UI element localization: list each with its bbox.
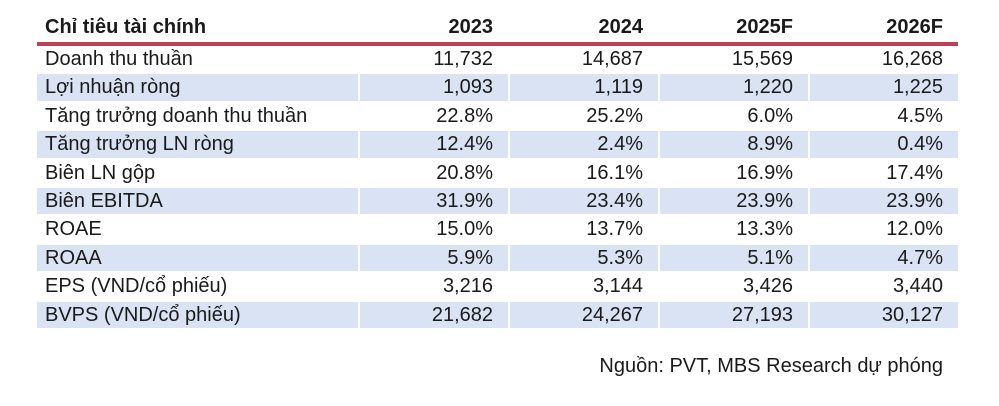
table-row: Tăng trưởng LN ròng 12.4% 2.4% 8.9% 0.4% [37,131,958,160]
cell-value: 3,144 [508,273,658,300]
cell-value: 1,220 [658,74,808,101]
table-row: Biên EBITDA 31.9% 23.4% 23.9% 23.9% [37,187,958,217]
table-row: EPS (VND/cổ phiếu) 3,216 3,144 3,426 3,4… [37,273,958,302]
cell-value: 16.9% [658,159,808,186]
cell-value: 1,093 [358,74,508,101]
table-row: Biên LN gộp 20.8% 16.1% 16.9% 17.4% [37,159,958,188]
cell-value: 0.4% [808,131,958,158]
cell-value: 5.9% [358,244,508,272]
column-header-metric: Chỉ tiêu tài chính [45,16,207,38]
cell-value: 16,268 [808,46,958,73]
cell-value: 1,119 [508,74,658,101]
table-row: Tăng trưởng doanh thu thuần 22.8% 25.2% … [37,102,958,132]
table-row: BVPS (VND/cổ phiếu) 21,682 24,267 27,193… [37,301,958,330]
cell-value: 30,127 [808,301,958,328]
cell-value: 31.9% [358,187,508,215]
cell-value: 25.2% [508,102,658,130]
row-label: EPS (VND/cổ phiếu) [45,275,228,298]
cell-value: 20.8% [358,159,508,186]
cell-value: 12.0% [808,216,958,243]
cell-value: 13.7% [508,216,658,243]
table-row: ROAA 5.9% 5.3% 5.1% 4.7% [37,244,958,274]
table-header-row: Chỉ tiêu tài chính 2023 2024 2025F 2026F [37,12,958,46]
row-label: Tăng trưởng doanh thu thuần [45,104,308,127]
cell-value: 6.0% [658,102,808,130]
table-row: Doanh thu thuần 11,732 14,687 15,569 16,… [37,46,958,75]
cell-value: 5.1% [658,244,808,272]
row-label: Biên LN gộp [45,161,156,184]
row-label: BVPS (VND/cổ phiếu) [45,303,241,326]
cell-value: 16.1% [508,159,658,186]
cell-value: 21,682 [358,301,508,328]
financial-metrics-table: Chỉ tiêu tài chính 2023 2024 2025F 2026F… [37,12,958,330]
cell-value: 3,216 [358,273,508,300]
cell-value: 15.0% [358,216,508,243]
cell-value: 22.8% [358,102,508,130]
row-label: ROAA [45,246,102,269]
table-row: ROAE 15.0% 13.7% 13.3% 12.0% [37,216,958,245]
cell-value: 23.9% [658,187,808,215]
cell-value: 23.9% [808,187,958,215]
cell-value: 3,426 [658,273,808,300]
cell-value: 8.9% [658,131,808,158]
cell-value: 5.3% [508,244,658,272]
cell-value: 1,225 [808,74,958,101]
cell-value: 3,440 [808,273,958,300]
table-body: Doanh thu thuần 11,732 14,687 15,569 16,… [37,46,958,330]
cell-value: 12.4% [358,131,508,158]
row-label: Doanh thu thuần [45,48,193,70]
row-label: Tăng trưởng LN ròng [45,133,234,156]
cell-value: 4.5% [808,102,958,130]
cell-value: 17.4% [808,159,958,186]
cell-value: 15,569 [658,46,808,73]
cell-value: 4.7% [808,244,958,272]
cell-value: 13.3% [658,216,808,243]
column-header-2026f: 2026F [886,16,943,38]
row-label: Biên EBITDA [45,189,163,212]
cell-value: 2.4% [508,131,658,158]
cell-value: 11,732 [358,46,508,73]
cell-value: 23.4% [508,187,658,215]
cell-value: 24,267 [508,301,658,328]
column-header-2025f: 2025F [736,16,793,38]
column-header-2024: 2024 [598,16,644,38]
cell-value: 14,687 [508,46,658,73]
source-note: Nguồn: PVT, MBS Research dự phóng [599,355,943,377]
row-label: ROAE [45,218,102,241]
column-header-2023: 2023 [448,16,494,38]
row-label: Lợi nhuận ròng [45,76,181,99]
table-row: Lợi nhuận ròng 1,093 1,119 1,220 1,225 [37,74,958,103]
cell-value: 27,193 [658,301,808,328]
